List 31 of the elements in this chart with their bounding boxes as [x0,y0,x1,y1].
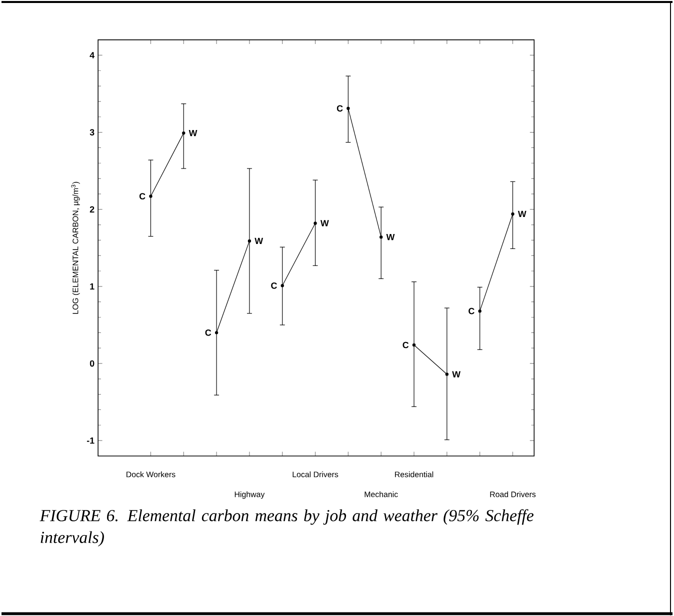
point [280,284,284,288]
data-label: C [139,193,146,200]
point [412,344,416,347]
data-label: W [188,130,198,136]
data-label: C [336,105,343,112]
point [149,194,152,198]
point [511,212,514,216]
data-label: W [386,234,395,240]
data-label: C [468,308,474,314]
data-label: C [271,282,277,289]
data-label: W [452,371,461,378]
point [314,222,317,225]
point [214,331,218,334]
y-tick-label: 0 [90,360,94,367]
data-label: W [320,220,329,226]
point [445,372,449,376]
text: FIGURE 6. Elemental carbon means by job and weather (95% Scheffe intervals) [40,509,534,547]
point [478,310,482,313]
y-tick-label: -1 [86,438,94,444]
y-tick-label: 1 [90,283,94,290]
y-tick-label: 4 [90,52,95,58]
data-label: W [518,211,526,218]
y-tick-label: 2 [90,206,94,213]
data-label: W [254,238,264,244]
data-label: C [402,342,409,348]
point [346,106,350,110]
point [380,236,383,239]
point [248,239,252,243]
data-label: C [205,330,212,336]
point [182,132,186,135]
y-tick-label: 3 [90,129,94,136]
